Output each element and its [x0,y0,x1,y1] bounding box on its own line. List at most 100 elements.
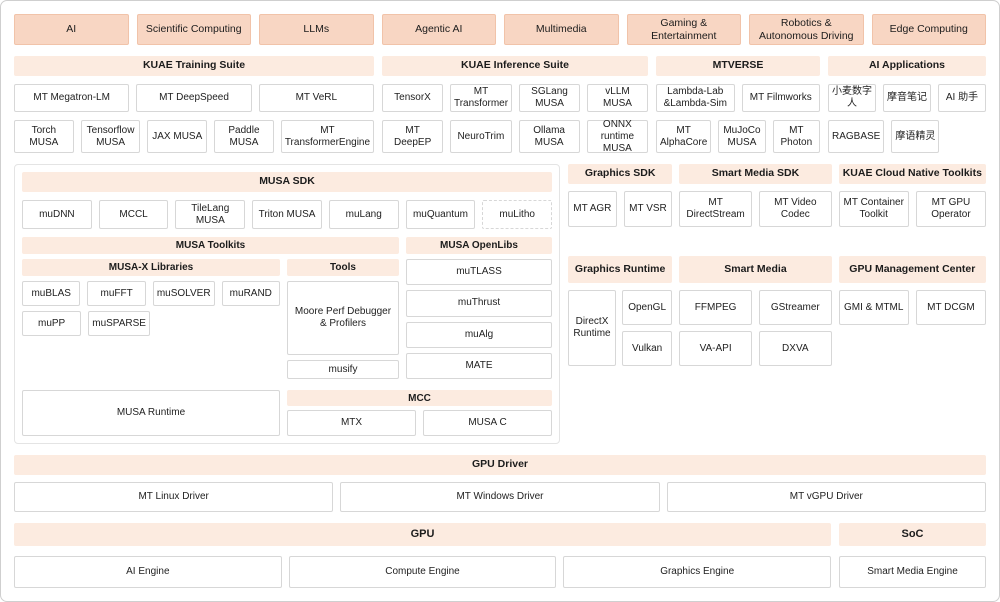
gpu-management-row: GMI & MTML MT DCGM [838,290,987,325]
cloud-native-box: MT Container Toolkit [838,191,909,227]
product-box: MT Photon [772,120,821,153]
category-chip: Gaming & Entertainment [626,14,741,45]
middle-band: MUSA SDK muDNN MCCL TileLang MUSA Triton MU… [14,164,987,444]
musa-openlibs-header: MUSA OpenLibs [406,237,552,254]
gpu-management-header: GPU Management Center [838,256,986,283]
product-box: RAGBASE [828,120,885,153]
musa-x-libraries-header: MUSA-X Libraries [22,259,280,276]
musify-box: musify [287,360,399,379]
ai-applications-header: AI Applications [828,56,986,76]
musa-library-box: muLang [328,200,399,229]
gpu-engine-box: Compute Engine [288,556,557,588]
musa-x-library-box: muBLAS [22,281,81,306]
kuae-inference-suite: KUAE Inference Suite TensorX MT Transform… [382,56,648,154]
smart-media-box: GStreamer [758,290,832,325]
musa-x-library-box: muSPARSE [88,311,150,336]
gpu-header: GPU [14,523,831,546]
product-box: 摩音笔记 [883,84,931,112]
gpu-driver-box: MT Linux Driver [14,482,334,512]
mcc-box: MUSA C [423,410,552,436]
category-chip: Scientific Computing [136,14,251,45]
smart-media-sdk-row: MT DirectStream MT Video Codec [679,191,832,227]
musa-sdk-header: MUSA SDK [22,172,552,192]
product-box: MT DeepSpeed [136,84,252,112]
gpu-management-box: GMI & MTML [838,290,909,325]
category-chip: LLMs [259,14,374,45]
product-box: NeuroTrim [450,120,512,153]
graphics-sdk-row: MT AGR MT VSR [568,191,673,227]
gpu-engines-row: AI Engine Compute Engine Graphics Engine [14,556,832,588]
suites-band: KUAE Training Suite MT Megatron-LM MT Dee… [14,56,986,154]
musa-openlibs-stack: muTLASS muThrust muAlg MATE [406,259,552,379]
graphics-runtime-header: Graphics Runtime [568,256,673,283]
category-chip: Robotics & Autonomous Driving [749,14,864,45]
gpu-driver-row: MT Linux Driver MT Windows Driver MT vGPU … [14,482,986,512]
mcc-header: MCC [287,390,552,406]
smart-media-sdk-box: MT DirectStream [679,191,752,227]
smart-media-sdk-group: Smart Media SDK MT DirectStream MT Video … [679,164,832,227]
inference-row-1: TensorX MT Transformer SGLang MUSA vLLM MUS… [382,84,648,112]
soc-group: SoC Smart Media Engine [839,523,986,588]
soc-header: SoC [839,523,986,546]
gpu-group: GPU AI Engine Compute Engine Graphics Engi… [14,523,832,588]
category-chip: AI [14,14,129,45]
musa-toolkits-group: MUSA Toolkits MUSA-X Libraries muBLAS muF… [22,237,399,379]
musa-library-box: muQuantum [405,200,476,229]
product-box: AI 助手 [938,84,986,112]
soc-engines-row: Smart Media Engine [839,556,986,588]
graphics-sdk-box: MT AGR [568,191,617,227]
product-box: JAX MUSA [147,120,208,153]
kuae-inference-suite-header: KUAE Inference Suite [382,56,648,76]
product-box: MT Transformer [449,84,513,112]
musa-x-libraries-group: MUSA-X Libraries muBLAS muFFT muSOLVER muRA… [22,259,280,379]
smart-media-group: Smart Media FFMPEG GStreamer VA-API DXVA [679,256,832,366]
smart-media-grid: FFMPEG GStreamer VA-API DXVA [679,290,832,366]
musa-sdk-library-row: muDNN MCCL TileLang MUSA Triton MUSA muLang m… [22,200,553,229]
graphics-api-box: Vulkan [622,331,673,366]
musa-library-box: MCCL [98,200,169,229]
graphics-sdk-header: Graphics SDK [568,164,673,184]
category-chip: Edge Computing [871,14,986,45]
graphics-api-box: OpenGL [622,290,673,325]
sdk-groups-row: Graphics SDK MT AGR MT VSR Smart Media SD… [568,164,987,227]
tools-group: Tools Moore Perf Debugger & Profilers mu… [287,259,399,379]
directx-runtime-box: DirectX Runtime [568,290,616,366]
musa-toolkits-header: MUSA Toolkits [22,237,399,254]
ai-applications-row-2: RAGBASE 摩语精灵 [828,120,986,153]
product-box: Tensorflow MUSA [80,120,141,153]
product-box: MuJoCo MUSA [718,120,766,153]
product-box: vLLM MUSA [587,84,648,112]
musa-sdk-section: MUSA SDK muDNN MCCL TileLang MUSA Triton MU… [14,164,560,444]
hardware-band: GPU AI Engine Compute Engine Graphics Engi… [14,523,986,588]
smart-media-sdk-header: Smart Media SDK [679,164,832,184]
product-box: Ollama MUSA [518,120,580,153]
musa-library-box: TileLang MUSA [175,200,246,229]
musa-x-row-2: muPP muSPARSE [22,311,280,336]
product-box: 摩语精灵 [891,120,940,153]
product-box: ONNX runtime MUSA [586,119,648,154]
mcc-row: MTX MUSA C [287,410,552,436]
musa-runtime-box: MUSA Runtime [22,390,280,436]
cloud-native-toolkits-group: KUAE Cloud Native Toolkits MT Container … [838,164,987,227]
smart-media-header: Smart Media [679,256,832,283]
graphics-runtime-content: DirectX Runtime OpenGL Vulkan [568,290,673,366]
product-box: MT AlphaCore [656,120,712,153]
gpu-driver-box: MT Windows Driver [340,482,660,512]
musa-library-box: muDNN [22,200,92,229]
gpu-driver-header: GPU Driver [14,455,986,475]
product-box: SGLang MUSA [519,84,581,112]
openlib-box: muTLASS [406,259,552,286]
musa-x-library-box: muSOLVER [152,281,215,306]
ai-applications-suite: AI Applications 小麦数字人 摩音笔记 AI 助手 RAGBASE 摩语… [828,56,986,153]
product-box: MT VeRL [258,84,374,112]
gpu-engine-box: Graphics Engine [563,556,832,588]
mcc-group: MCC MTX MUSA C [287,390,552,436]
training-row-2: Torch MUSA Tensorflow MUSA JAX MUSA Paddle … [14,120,375,153]
smart-media-box: FFMPEG [679,290,752,325]
musa-library-box: muLitho [482,200,553,229]
mtverse-suite: MTVERSE Lambda-Lab &Lambda-Sim MT Filmwor… [656,56,821,153]
openlib-box: MATE [406,352,552,379]
smart-media-box: VA-API [679,331,752,366]
mtverse-row-1: Lambda-Lab &Lambda-Sim MT Filmworks [656,84,820,112]
